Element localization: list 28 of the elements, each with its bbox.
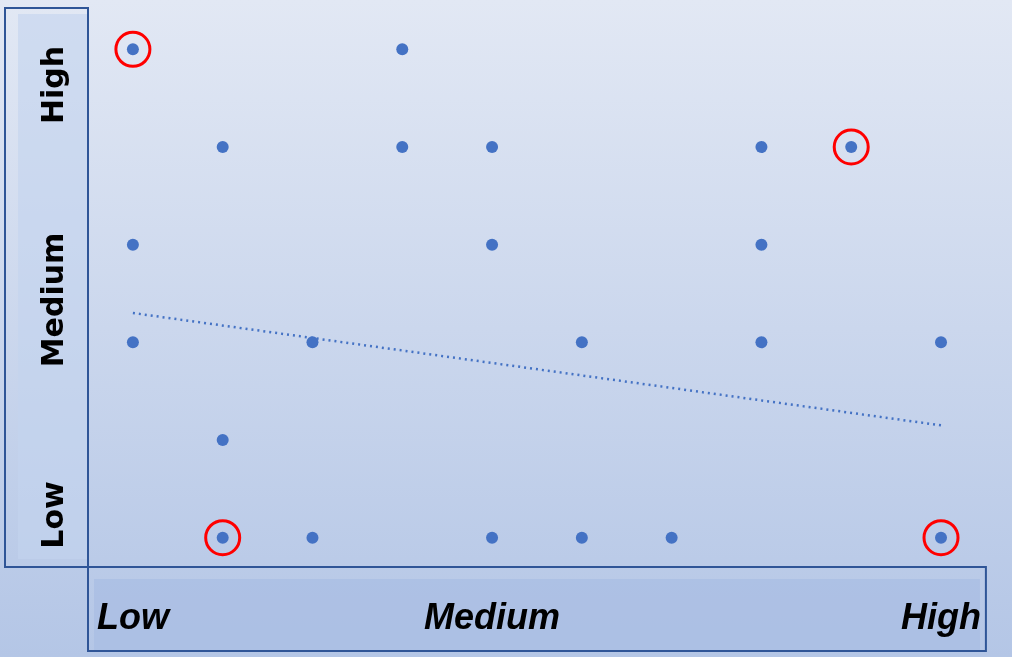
point	[486, 140, 499, 153]
text: Medium	[34, 232, 70, 368]
point	[396, 43, 409, 56]
text: Low	[34, 481, 70, 549]
point	[204, 519, 242, 557]
text: High	[34, 45, 70, 125]
point	[216, 434, 229, 447]
point	[922, 519, 960, 557]
x-tick-label: Low	[96, 595, 171, 637]
point	[306, 531, 319, 544]
point	[575, 336, 588, 349]
point	[114, 30, 152, 68]
point	[396, 140, 409, 153]
point	[755, 238, 768, 251]
point	[126, 336, 139, 349]
point	[216, 140, 229, 153]
point	[486, 238, 499, 251]
point	[935, 336, 948, 349]
point	[755, 140, 768, 153]
point	[126, 238, 139, 251]
x-tick-label: High	[901, 595, 981, 637]
point	[575, 531, 588, 544]
point	[832, 128, 870, 166]
point	[665, 531, 678, 544]
point	[755, 336, 768, 349]
point	[306, 336, 319, 349]
point	[486, 531, 499, 544]
x-tick-label: Medium	[424, 595, 561, 637]
